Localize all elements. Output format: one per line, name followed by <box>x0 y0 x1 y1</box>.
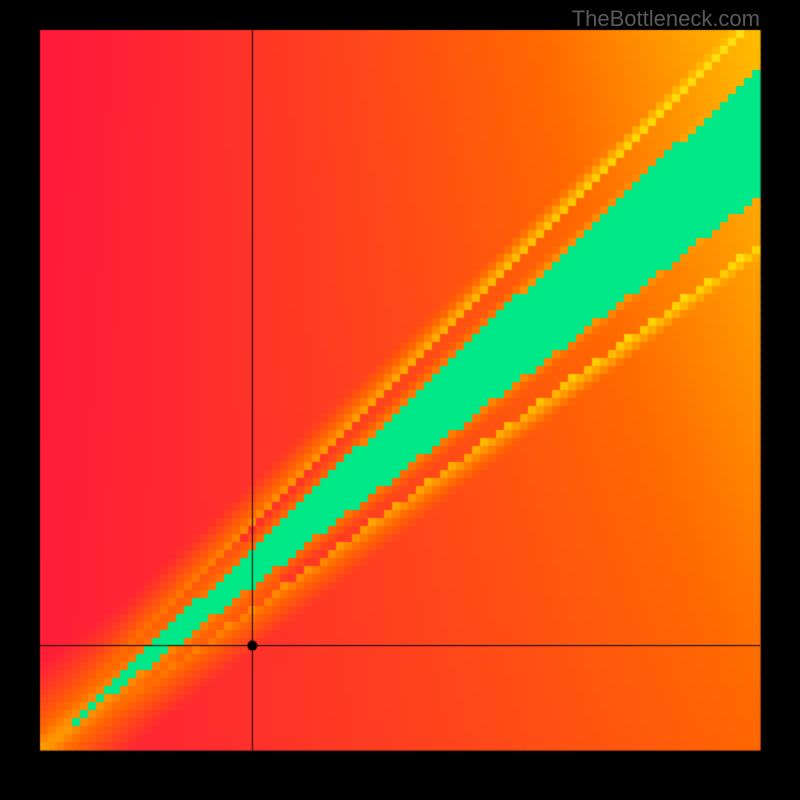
chart-container: TheBottleneck.com <box>0 0 800 800</box>
heatmap-canvas <box>0 0 800 800</box>
